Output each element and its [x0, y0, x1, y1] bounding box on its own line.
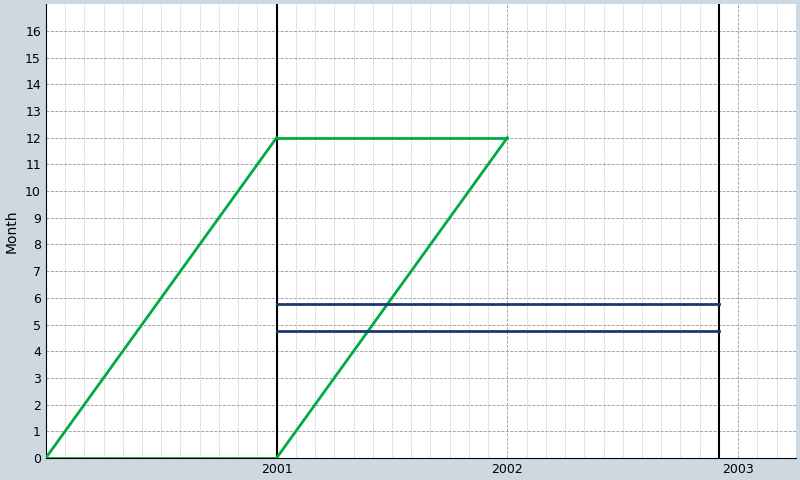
Y-axis label: Month: Month	[4, 209, 18, 253]
